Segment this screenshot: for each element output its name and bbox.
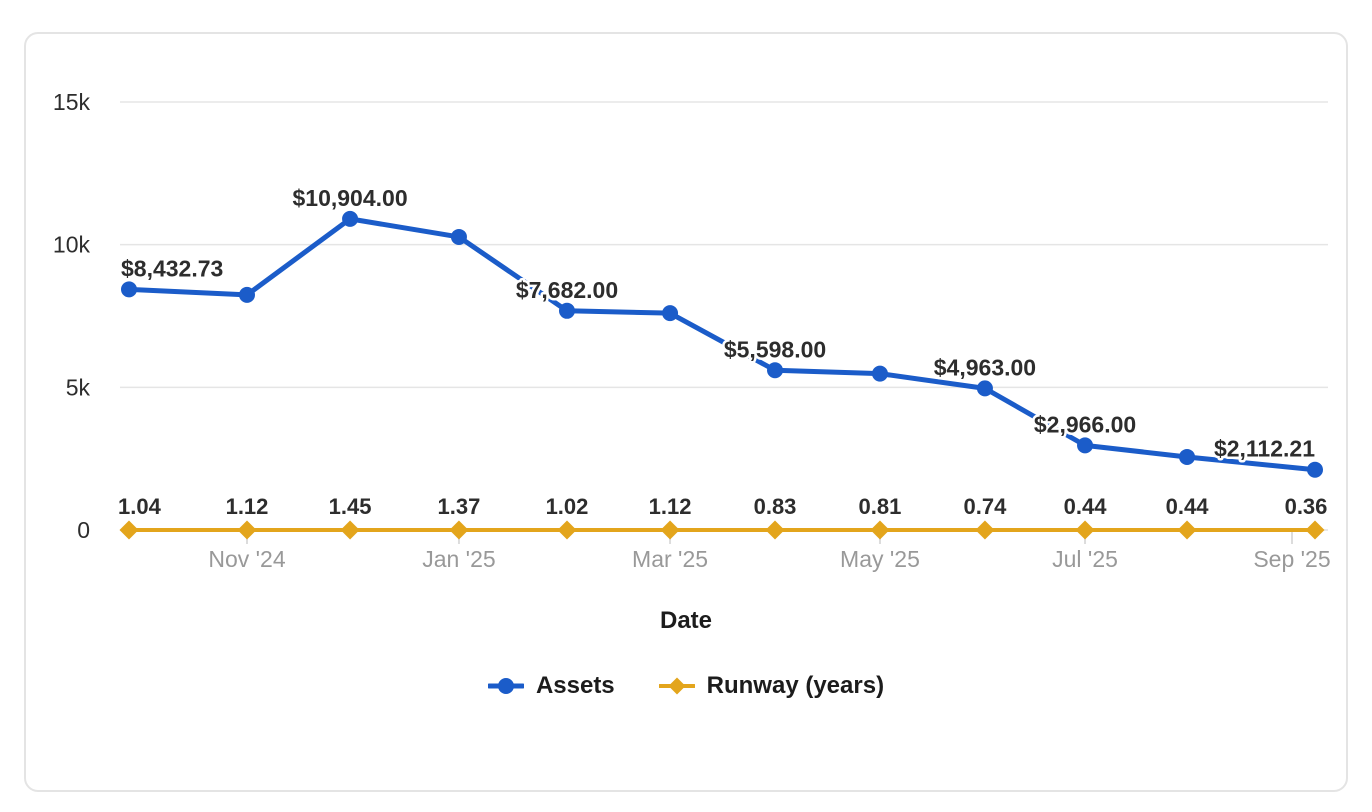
assets-point[interactable] [871, 365, 888, 382]
runway-point[interactable] [449, 520, 469, 540]
assets-point[interactable] [1179, 448, 1196, 465]
y-axis-tick-label: 5k [66, 374, 91, 400]
runway-point-label: 0.83 [754, 494, 797, 519]
legend-item-runway[interactable]: Runway (years) [658, 672, 885, 700]
runway-point-label: 1.04 [118, 494, 162, 519]
x-axis-tick-label: Nov '24 [208, 546, 285, 572]
y-axis-tick-label: 0 [77, 517, 90, 543]
assets-point[interactable] [450, 228, 467, 245]
assets-line [126, 216, 1318, 473]
runway-point[interactable] [1305, 520, 1325, 540]
runway-point[interactable] [340, 520, 360, 540]
x-axis-tick-label: May '25 [840, 546, 920, 572]
runway-point-label: 1.02 [546, 494, 589, 519]
assets-point-label: $2,112.21 [1214, 436, 1315, 462]
runway-point[interactable] [119, 520, 139, 540]
legend-label-assets: Assets [535, 672, 615, 699]
x-axis-tick-label: Jul '25 [1052, 546, 1118, 572]
chart-card: 0 5k 10k 15k Nov '24 Jan '25 Mar '25 May '25 Jul… [24, 32, 1348, 792]
assets-point-label: $2,966.00 [1034, 411, 1136, 437]
assets-point[interactable] [1307, 461, 1323, 478]
assets-point[interactable] [767, 362, 784, 379]
runway-point[interactable] [870, 520, 890, 540]
runway-point-label: 0.74 [964, 494, 1008, 519]
runway-point-label: 0.81 [859, 494, 902, 519]
legend-label-runway: Runway (years) [706, 672, 885, 699]
x-axis-tick-label: Mar '25 [632, 546, 708, 572]
assets-point-label: $4,963.00 [934, 354, 1036, 380]
assets-legend-marker-icon [487, 678, 524, 694]
assets-point[interactable] [662, 305, 679, 322]
runway-point[interactable] [660, 520, 680, 540]
assets-point[interactable] [976, 380, 993, 397]
runway-point[interactable] [237, 520, 257, 540]
runway-point[interactable] [1075, 520, 1095, 540]
runway-legend-marker-icon [658, 677, 695, 695]
legend: Assets Runway (years) [26, 672, 1346, 700]
assets-point-label: $10,904.00 [293, 185, 408, 211]
assets-point[interactable] [239, 286, 256, 303]
runway-point[interactable] [557, 520, 577, 540]
runway-point-label: 0.44 [1064, 494, 1108, 519]
runway-point-label: 0.44 [1166, 494, 1210, 519]
runway-point[interactable] [765, 520, 785, 540]
runway-point-label: 1.12 [226, 494, 269, 519]
x-axis-tick-label: Jan '25 [422, 546, 495, 572]
assets-point-label: $5,598.00 [724, 336, 826, 362]
runway-point-label: 0.36 [1285, 494, 1328, 519]
y-axis-tick-label: 15k [53, 89, 91, 115]
assets-point[interactable] [1077, 437, 1094, 454]
legend-item-assets[interactable]: Assets [487, 672, 615, 700]
assets-point[interactable] [558, 302, 575, 319]
assets-point-label: $7,682.00 [516, 277, 618, 303]
runway-point[interactable] [1177, 520, 1197, 540]
x-axis-tick-label: Sep '25 [1253, 546, 1330, 572]
assets-point[interactable] [342, 210, 359, 227]
assets-point-label: $8,432.73 [121, 255, 223, 281]
runway-point-label: 1.37 [438, 494, 481, 519]
runway-point-label: 1.12 [649, 494, 692, 519]
runway-point[interactable] [975, 520, 995, 540]
assets-point[interactable] [121, 281, 137, 298]
runway-point-label: 1.45 [329, 494, 372, 519]
assets-runway-chart: 0 5k 10k 15k Nov '24 Jan '25 Mar '25 May '25 Jul… [53, 89, 1331, 572]
x-axis-title: Date [659, 607, 713, 634]
y-axis-tick-label: 10k [53, 232, 91, 258]
